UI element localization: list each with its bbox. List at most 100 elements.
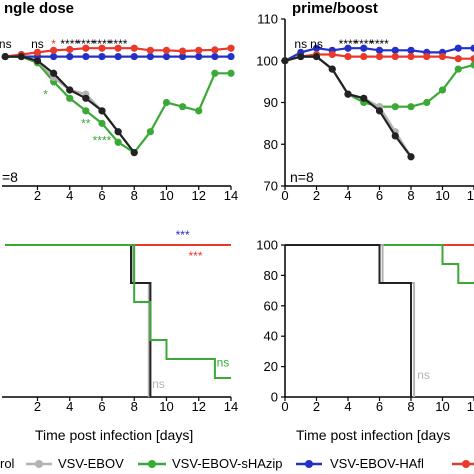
legend-marker-vsv-ebov-shazip [148,460,156,468]
y-tick-label: 80 [264,137,278,152]
data-point [130,52,138,61]
data-point [98,44,106,52]
data-point [33,48,42,57]
significance-annotation: **** [93,133,112,147]
series-line-2 [285,244,474,284]
y-tick-label: 20 [264,359,278,374]
significance-annotation: * [116,140,121,154]
significance-annotation: ns [217,356,230,370]
data-point [195,52,203,61]
data-point [391,132,399,140]
survival-single-dose-chart: 2 4 6 8 10 12 14 *** *** ns ns [2,228,238,414]
weight-prime-boost-n-label: n=8 [290,169,314,185]
data-point [375,52,384,61]
x-tick-label: 4 [344,399,351,414]
y-tick-label: 70 [264,179,278,194]
x-tick-label: 6 [376,399,383,414]
x-tick-label: 10 [435,188,449,203]
data-point [146,128,154,136]
x-tick-label: 12 [192,188,206,203]
x-tick-label: 12 [467,399,474,414]
data-point [227,69,235,77]
x-tick-label: 6 [376,188,383,203]
data-point [375,46,384,54]
data-point [114,44,122,52]
data-point [438,86,447,94]
data-point [66,86,74,94]
data-point [146,46,154,54]
data-point [360,52,368,61]
data-point [179,52,187,61]
significance-annotation: ns [417,368,430,382]
y-tick-label: 60 [264,298,278,313]
x-tick-label: 14 [224,188,238,203]
data-point [1,52,9,61]
data-point [454,65,462,73]
data-point [360,94,368,102]
weight-single-dose-n-label: =8 [2,169,18,185]
significance-annotation: ns [294,37,307,51]
y-tick-label: 110 [257,12,278,27]
data-point [391,46,399,54]
x-tick-label: 8 [407,188,414,203]
data-point [281,57,289,65]
data-point [50,69,58,77]
data-point [98,119,106,127]
data-point [344,52,352,61]
data-point [312,52,321,61]
data-point [130,149,138,157]
data-point [391,52,399,61]
survival-prime-boost-xlabel: Time post infection [days [296,427,450,443]
significance-annotation: **** [93,37,112,51]
significance-annotation: **** [60,37,79,51]
x-tick-label: 6 [98,188,105,203]
data-point [211,46,219,54]
data-point [344,44,352,52]
significance-annotation: **** [370,37,389,51]
data-point [195,46,203,54]
data-point [130,44,138,52]
x-tick-label: 14 [224,399,238,414]
significance-annotation: ns [310,37,323,51]
y-tick-label: 80 [264,268,278,283]
data-point [407,153,415,161]
data-point [162,46,171,54]
data-point [195,107,203,115]
data-point [66,52,74,61]
data-point [227,44,235,52]
data-point [470,55,474,63]
x-tick-label: 8 [131,188,138,203]
weight-prime-boost-chart: 024681012708090100110nsns************ [256,12,474,203]
data-point [211,69,219,77]
data-point [33,57,42,65]
x-tick-label: 6 [98,399,105,414]
data-point [114,138,122,146]
data-point [114,52,122,61]
survival-single-dose-xlabel: Time post infection [days] [35,427,193,443]
significance-annotation: * [51,37,56,51]
data-point [98,52,106,61]
data-point [423,98,431,107]
data-point [50,52,58,61]
data-point [470,61,474,69]
legend: rol VSV-EBOV VSV-EBOV-sHAzip VSV-EBOV-HA… [0,456,474,471]
data-point [454,44,462,52]
weight-single-dose-title: ngle dose [4,0,74,17]
data-point [438,52,447,61]
data-point [82,94,90,102]
data-point [407,52,415,61]
y-tick-label: 40 [264,329,278,344]
significance-annotation: ns [31,37,44,51]
data-point [82,107,90,115]
data-point [407,103,415,111]
data-point [66,94,74,102]
legend-label-vsv-ebov: VSV-EBOV [58,456,124,471]
x-tick-label: 4 [344,188,351,203]
x-tick-label: 10 [159,399,173,414]
x-tick-label: 0 [281,399,288,414]
x-tick-label: 10 [435,399,449,414]
data-point [360,44,368,52]
data-point [179,47,187,55]
data-point [98,107,106,115]
data-point [82,52,90,61]
